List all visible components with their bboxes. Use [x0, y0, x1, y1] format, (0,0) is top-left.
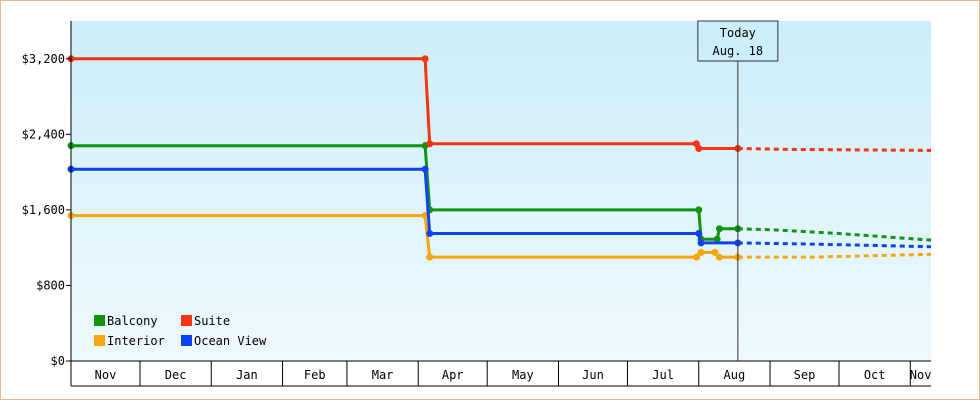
data-point-balcony: [713, 235, 721, 243]
data-point-ocean-view: [421, 165, 429, 173]
today-marker: Today Aug. 18: [697, 20, 779, 361]
x-tick-label: Aug: [724, 368, 746, 382]
data-point-interior: [692, 253, 700, 261]
legend-label-suite: Suite: [194, 314, 230, 328]
axes-layer: $0 $800 $1,600 $2,400 $3,200 Nov Dec Jan Feb Mar A…: [22, 21, 932, 387]
series-forecast-interior: [737, 252, 932, 259]
today-box: [697, 20, 779, 62]
data-point-balcony: [695, 206, 703, 214]
legend: Balcony Suite Interior Ocean View: [94, 314, 267, 348]
legend-swatch-interior: [94, 335, 105, 346]
data-point-suite: [421, 55, 429, 63]
series-suite: [67, 55, 932, 152]
data-point-suite: [426, 140, 434, 148]
x-tick-label: Nov: [95, 368, 117, 382]
x-tick-label: Feb: [304, 368, 326, 382]
data-point-ocean-view: [426, 230, 434, 237]
series-line-suite: [71, 57, 738, 150]
legend-label-ocean-view: Ocean View: [194, 334, 267, 348]
series-forecast-ocean-view: [737, 241, 932, 249]
data-point-ocean-view: [697, 239, 705, 247]
data-point-interior: [426, 253, 434, 261]
series-line-ocean-view: [71, 167, 738, 245]
legend-swatch-balcony: [94, 315, 105, 326]
x-tick-label: Jun: [582, 368, 604, 382]
today-date: Aug. 18: [713, 44, 764, 58]
plot-area: [71, 21, 931, 361]
y-tick-label: $0: [51, 354, 65, 368]
x-tick-label: Nov: [910, 368, 932, 382]
legend-swatch-ocean-view: [181, 335, 192, 346]
y-tick-label: $800: [36, 278, 65, 292]
today-label: Today: [720, 26, 756, 40]
x-tick-label: Dec: [165, 368, 187, 382]
y-tick-label: $2,400: [22, 127, 65, 141]
series-layer: [67, 55, 932, 261]
x-tick-label: Apr: [442, 368, 464, 382]
data-point-suite: [695, 145, 703, 152]
x-tick-label: Oct: [864, 368, 886, 382]
data-point-interior: [715, 253, 723, 261]
legend-label-balcony: Balcony: [107, 314, 158, 328]
data-point-balcony: [715, 225, 723, 233]
series-forecast-suite: [737, 147, 932, 152]
y-tick-label: $3,200: [22, 52, 65, 66]
data-point-interior: [697, 248, 705, 256]
y-tick-label: $1,600: [22, 203, 65, 217]
x-tick-label: Jul: [652, 368, 674, 382]
x-tick-label: Jan: [236, 368, 258, 382]
series-ocean-view: [67, 165, 932, 249]
x-tick-label: Sep: [794, 368, 816, 382]
x-tick-label: May: [512, 368, 534, 382]
legend-swatch-suite: [181, 315, 192, 326]
series-forecast-balcony: [737, 227, 932, 242]
legend-label-interior: Interior: [107, 334, 165, 348]
x-tick-label: Mar: [372, 368, 394, 382]
data-point-ocean-view: [695, 230, 703, 237]
data-point-interior: [711, 248, 719, 256]
